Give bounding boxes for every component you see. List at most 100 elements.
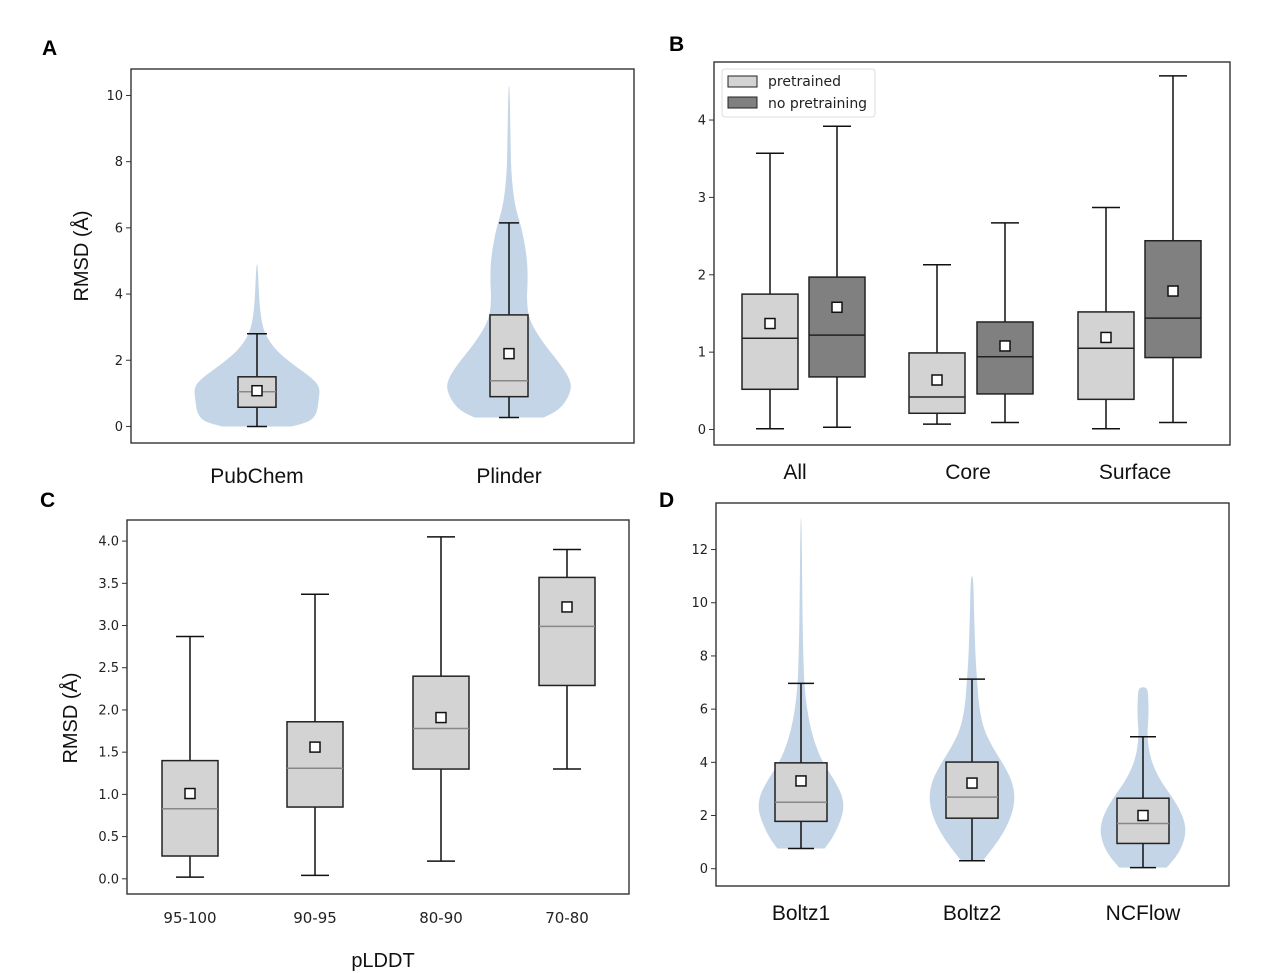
y-tick-label: 2 <box>698 268 706 283</box>
mean-marker <box>503 347 515 360</box>
mean-marker <box>1100 331 1112 344</box>
panel-b-plot: 0 1 2 3 4 All Core Surface <box>698 61 1231 484</box>
x-category-label: 80-90 <box>419 909 463 927</box>
plot-frame <box>715 502 1230 887</box>
y-tick-label: 0.5 <box>98 830 119 845</box>
y-tick-label: 6 <box>115 221 123 236</box>
mean-marker <box>999 340 1011 352</box>
panel-a-y-axis-title: RMSD (Å) <box>70 210 93 301</box>
y-tick-label: 10 <box>691 596 708 611</box>
panel-letter-d: D <box>659 489 674 512</box>
box-iqr <box>286 721 344 808</box>
box-plot-boltz2 <box>945 678 999 862</box>
y-tick-label: 0 <box>698 423 706 438</box>
mean-marker <box>764 317 776 330</box>
y-tick-label: 8 <box>115 155 123 170</box>
y-tick-label: 3.0 <box>98 619 119 634</box>
y-tick-label: 1.5 <box>98 746 119 761</box>
panel-c-y-axis-title: RMSD (Å) <box>59 672 82 763</box>
box-plot-all-no-pretraining <box>808 125 866 428</box>
y-tick-label: 10 <box>106 89 123 104</box>
box-iqr <box>1077 311 1135 401</box>
box-plot-95-100 <box>161 635 219 878</box>
x-category-label: NCFlow <box>1106 902 1182 925</box>
panel-letter-b: B <box>669 33 684 56</box>
plot-frame <box>713 61 1231 446</box>
panel-b: B 0 1 2 3 4 All Core Surface pretrained no pret… <box>669 33 1231 484</box>
mean-marker <box>251 384 263 397</box>
mean-marker <box>1167 285 1179 297</box>
mean-marker <box>435 711 447 724</box>
panel-d: D 0 2 4 6 8 10 12 Boltz1 Boltz2 NCFlow <box>659 489 1230 925</box>
box-plot-plinder <box>489 222 529 419</box>
box-plot-surface-no-pretraining <box>1144 75 1202 424</box>
x-category-label: All <box>783 461 806 484</box>
mean-marker <box>309 741 321 753</box>
mean-marker <box>1137 809 1149 822</box>
box-iqr <box>1144 239 1202 359</box>
panel-a: A 0 2 4 6 8 10 PubChem Plinder RMSD (Å) <box>42 37 635 488</box>
box-iqr <box>774 762 828 823</box>
y-tick-label: 12 <box>691 543 708 558</box>
panel-letter-a: A <box>42 37 57 60</box>
x-category-label: Plinder <box>476 465 541 488</box>
panel-d-plot: 0 2 4 6 8 10 12 Boltz1 Boltz2 NCFlow <box>691 502 1230 925</box>
mean-marker <box>966 777 978 789</box>
box-plot-80-90 <box>412 536 470 862</box>
y-tick-label: 4 <box>700 756 708 771</box>
y-tick-label: 0.0 <box>98 872 119 887</box>
legend-label-pretrained: pretrained <box>768 74 841 90</box>
y-tick-label: 1 <box>698 346 706 361</box>
x-category-label: Boltz1 <box>772 902 830 925</box>
x-category-label: Boltz2 <box>943 902 1001 925</box>
x-category-label: PubChem <box>210 465 303 488</box>
y-tick-label: 6 <box>700 703 708 718</box>
panel-letter-c: C <box>40 489 55 512</box>
y-tick-label: 2.5 <box>98 661 119 676</box>
mean-marker <box>561 601 573 613</box>
mean-marker <box>931 374 943 386</box>
legend-swatch-pretrained <box>727 75 758 88</box>
box-plot-70-80 <box>538 548 596 770</box>
y-tick-label: 0 <box>700 862 708 877</box>
panel-a-plot: 0 2 4 6 8 10 PubChem Plinder <box>106 68 635 488</box>
box-iqr <box>808 276 866 378</box>
box-plot-all-pretrained <box>741 152 799 430</box>
x-category-label: 90-95 <box>293 909 337 927</box>
plot-frame <box>130 68 635 444</box>
panel-c: C 0.0 0.5 1.0 1.5 2.0 2.5 3.0 3.5 4.0 95-100 90-95… <box>40 489 630 972</box>
legend-label-no-pretraining: no pretraining <box>768 96 867 112</box>
panel-c-plot: 0.0 0.5 1.0 1.5 2.0 2.5 3.0 3.5 4.0 95-100 90-95 80… <box>98 519 630 927</box>
box-plot-core-pretrained <box>908 263 966 425</box>
box-plot-pubchem <box>237 333 277 428</box>
y-tick-label: 4 <box>115 288 123 303</box>
y-tick-label: 2 <box>700 809 708 824</box>
legend-frame <box>721 68 876 118</box>
panel-c-x-axis-title: pLDDT <box>351 950 414 972</box>
plot-frame <box>126 519 630 895</box>
mean-marker <box>184 787 196 800</box>
x-category-label: Surface <box>1099 461 1171 484</box>
box-iqr <box>945 761 999 819</box>
legend: pretrained no pretraining <box>721 68 876 118</box>
box-plot-90-95 <box>286 593 344 877</box>
y-tick-label: 3 <box>698 191 706 206</box>
y-tick-label: 8 <box>700 649 708 664</box>
x-category-label: 70-80 <box>545 909 589 927</box>
legend-swatch-no-pretraining <box>727 96 758 109</box>
x-category-label: Core <box>945 461 991 484</box>
box-iqr <box>741 293 799 391</box>
y-tick-label: 3.5 <box>98 577 119 592</box>
y-tick-label: 4.0 <box>98 535 119 550</box>
box-iqr <box>976 321 1034 395</box>
y-tick-label: 2.0 <box>98 703 119 718</box>
y-tick-label: 0 <box>115 420 123 435</box>
y-tick-label: 4 <box>698 114 706 129</box>
x-category-label: 95-100 <box>163 909 216 927</box>
mean-marker <box>795 775 807 787</box>
box-plot-ncflow <box>1116 736 1170 869</box>
box-plot-boltz1 <box>774 682 828 850</box>
box-plot-core-no-pretraining <box>976 222 1034 424</box>
y-tick-label: 2 <box>115 354 123 369</box>
